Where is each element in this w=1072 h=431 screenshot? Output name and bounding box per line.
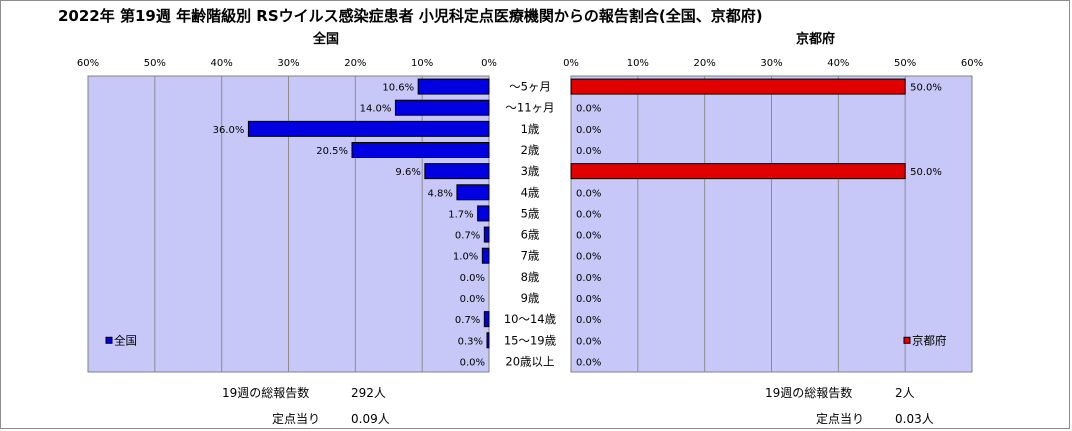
kyoto-value-label: 0.0% (576, 252, 601, 263)
national-tick-label: 60% (77, 58, 99, 69)
age-category-label: 3歳 (521, 164, 540, 178)
kyoto-tick-label: 10% (627, 58, 649, 69)
age-category-label: 2歳 (521, 143, 540, 157)
national-per-label: 定点当り (272, 412, 321, 426)
age-category-label: 7歳 (521, 249, 540, 263)
national-value-label: 1.7% (448, 209, 473, 220)
age-category-label: 6歳 (521, 228, 540, 242)
kyoto-value-label: 0.0% (576, 125, 601, 136)
age-category-label: ～11ヶ月 (505, 101, 554, 115)
national-value-label: 0.0% (460, 273, 485, 284)
kyoto-value-label: 0.0% (576, 209, 601, 220)
kyoto-per-value: 0.03人 (895, 412, 934, 426)
age-category-label: 9歳 (521, 291, 540, 305)
national-subtitle: 全国 (313, 32, 340, 47)
kyoto-value-label: 0.0% (576, 104, 601, 115)
national-panel: 0% 10% 20% 30% 40% 50% 60% 10.6% 14.0% 36.0% 20.5%… (77, 58, 497, 373)
kyoto-panel: 0% 10% 20% 30% 40% 50% 60% 50.0% 0.0% 0.0% 0.0% 50.… (563, 58, 983, 373)
age-category-label: 10～14歳 (504, 312, 557, 326)
national-bar (247, 120, 490, 137)
age-category-label: ～5ヶ月 (509, 80, 551, 94)
national-tick-label: 0% (481, 58, 497, 69)
kyoto-tick-label: 40% (827, 58, 849, 69)
national-bar (424, 163, 490, 180)
kyoto-value-label: 50.0% (910, 167, 942, 178)
age-category-label: 8歳 (521, 270, 540, 284)
national-value-label: 0.3% (458, 336, 483, 347)
national-bar (477, 205, 490, 222)
national-value-label: 36.0% (213, 125, 245, 136)
kyoto-tick-label: 20% (694, 58, 716, 69)
kyoto-tick-label: 0% (563, 58, 579, 69)
kyoto-total-value: 2人 (895, 386, 915, 400)
national-bar (351, 142, 490, 158)
kyoto-value-label: 0.0% (576, 273, 601, 284)
national-per-value: 0.09人 (351, 412, 390, 426)
kyoto-tick-label: 50% (894, 58, 916, 69)
age-category-label: 1歳 (521, 122, 540, 136)
national-bar (394, 99, 490, 116)
national-tick-label: 10% (411, 58, 433, 69)
national-value-label: 10.6% (382, 83, 414, 94)
kyoto-value-label: 0.0% (576, 357, 601, 368)
national-legend-swatch (105, 336, 113, 344)
national-bar (483, 311, 490, 328)
national-bar (456, 184, 490, 201)
kyoto-value-label: 0.0% (576, 188, 601, 199)
kyoto-value-label: 0.0% (576, 294, 601, 305)
kyoto-value-label: 0.0% (576, 146, 601, 157)
age-category-label: 15～19歳 (504, 333, 557, 347)
national-tick-label: 20% (344, 58, 366, 69)
national-tick-label: 50% (144, 58, 166, 69)
national-bar (481, 247, 490, 264)
national-value-label: 0.0% (460, 294, 485, 305)
kyoto-total-label: 19週の総報告数 (765, 386, 853, 400)
national-value-label: 14.0% (360, 104, 392, 115)
national-bar (483, 226, 490, 243)
kyoto-value-label: 0.0% (576, 336, 601, 347)
kyoto-value-label: 50.0% (910, 83, 942, 94)
national-value-label: 0.0% (460, 357, 485, 368)
national-value-label: 4.8% (428, 188, 453, 199)
kyoto-bar (570, 78, 906, 95)
national-value-label: 9.6% (395, 167, 420, 178)
kyoto-legend-swatch (903, 336, 911, 344)
kyoto-value-label: 0.0% (576, 231, 601, 242)
national-value-label: 0.7% (455, 315, 480, 326)
national-legend-label: 全国 (114, 333, 137, 347)
kyoto-tick-label: 30% (760, 58, 782, 69)
age-category-label: 4歳 (521, 185, 540, 199)
age-category-label: 5歳 (521, 206, 540, 220)
kyoto-subtitle: 京都府 (796, 32, 836, 47)
kyoto-tick-label: 60% (961, 58, 983, 69)
national-value-label: 1.0% (453, 252, 478, 263)
national-tick-label: 30% (277, 58, 299, 69)
national-total-value: 292人 (351, 386, 386, 400)
kyoto-bar (570, 163, 906, 180)
kyoto-per-label: 定点当り (816, 412, 865, 426)
age-category-label: 20歳以上 (505, 354, 554, 368)
kyoto-value-label: 0.0% (576, 315, 601, 326)
national-value-label: 20.5% (316, 146, 348, 157)
national-bar (486, 332, 490, 349)
national-tick-label: 40% (211, 58, 233, 69)
age-category-labels: ～5ヶ月 ～11ヶ月 1歳 2歳 3歳 4歳 5歳 6歳 7歳 8歳 9歳 10～14歳 15～19歳 2… (504, 80, 557, 369)
national-total-label: 19週の総報告数 (222, 386, 310, 400)
kyoto-legend-label: 京都府 (912, 333, 947, 347)
national-value-label: 0.7% (455, 231, 480, 242)
national-bar (417, 78, 490, 95)
chart-title: 2022年 第19週 年齢階級別 RSウイルス感染症患者 小児科定点医療機関から… (58, 7, 763, 25)
